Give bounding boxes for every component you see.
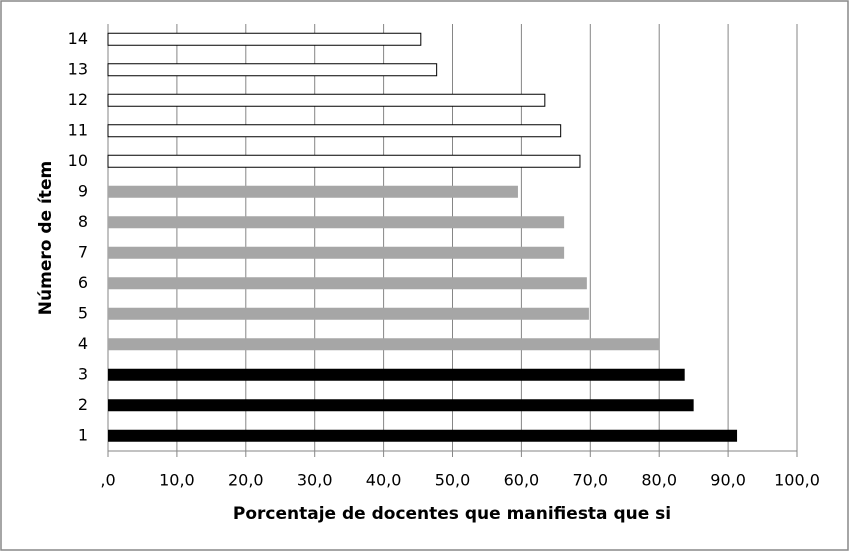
x-tick-label: ,0: [100, 471, 115, 490]
bar: [108, 429, 738, 442]
x-tick-label: 100,0: [774, 471, 820, 490]
bar: [108, 368, 685, 381]
bar: [107, 32, 422, 46]
y-tick-label: 11: [68, 120, 88, 139]
x-tick-label: 80,0: [641, 471, 677, 490]
y-tick-label: 7: [78, 242, 88, 261]
bar: [108, 246, 565, 259]
bar: [108, 338, 660, 351]
y-tick-label: 1: [78, 425, 88, 444]
y-tick-label: 13: [68, 59, 88, 78]
x-tick-label: 10,0: [159, 471, 195, 490]
y-tick-label: 14: [68, 29, 88, 48]
x-tick-label: 70,0: [572, 471, 608, 490]
y-tick-label: 4: [78, 334, 88, 353]
x-tick-label: 90,0: [710, 471, 746, 490]
bar: [108, 185, 518, 198]
bar: [108, 399, 694, 412]
bar: [107, 154, 581, 168]
bar: [107, 93, 546, 107]
y-tick-label: 3: [78, 364, 88, 383]
y-axis-title: Número de ítem: [36, 161, 56, 315]
y-tick-label: 8: [78, 212, 88, 231]
bar: [108, 216, 565, 229]
bar: [107, 124, 562, 138]
y-tick-label: 6: [78, 273, 88, 292]
bar: [107, 63, 438, 77]
x-tick-label: 60,0: [504, 471, 540, 490]
y-tick-label: 2: [78, 395, 88, 414]
x-tick-label: 40,0: [366, 471, 402, 490]
x-axis-title: Porcentaje de docentes que manifiesta qu…: [233, 504, 671, 524]
x-tick-label: 50,0: [435, 471, 471, 490]
y-tick-label: 10: [68, 151, 88, 170]
bar: [108, 277, 587, 290]
y-tick-label: 5: [78, 303, 88, 322]
y-tick-label: 9: [78, 181, 88, 200]
x-tick-label: 30,0: [297, 471, 333, 490]
bar: [108, 307, 589, 320]
x-tick-label: 20,0: [228, 471, 264, 490]
y-tick-label: 12: [68, 90, 88, 109]
